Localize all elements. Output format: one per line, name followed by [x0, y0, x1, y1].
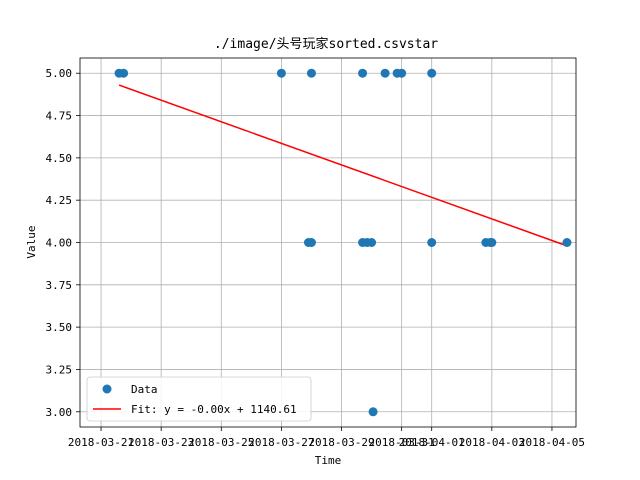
legend-entry-label: Data [131, 383, 158, 396]
data-point [397, 69, 406, 78]
data-point [358, 69, 367, 78]
data-point [277, 69, 286, 78]
legend-entry-label: Fit: y = -0.00x + 1140.61 [131, 403, 297, 416]
data-point [307, 69, 316, 78]
x-tick-label: 2018-04-03 [459, 436, 525, 449]
x-tick-label: 2018-03-25 [188, 436, 254, 449]
x-tick-label: 2018-03-21 [68, 436, 134, 449]
x-tick-label: 2018-03-27 [248, 436, 314, 449]
data-point [307, 238, 316, 247]
y-tick-label: 3.25 [46, 363, 73, 376]
grid [80, 58, 576, 427]
x-tick-label: 2018-04-01 [399, 436, 465, 449]
data-point [119, 69, 128, 78]
data-point [562, 238, 571, 247]
data-point [381, 69, 390, 78]
data-point [487, 238, 496, 247]
y-tick-label: 4.25 [46, 194, 73, 207]
data-point [369, 407, 378, 416]
chart-title: ./image/头号玩家sorted.csvstar [214, 36, 438, 52]
y-tick-label: 4.50 [46, 152, 73, 165]
legend-marker-swatch [103, 385, 112, 394]
y-tick-label: 3.50 [46, 321, 73, 334]
y-axis-label: Value [25, 225, 38, 258]
y-tick-label: 5.00 [46, 67, 73, 80]
y-tick-label: 4.75 [46, 110, 73, 123]
x-tick-label: 2018-04-05 [519, 436, 585, 449]
fit-line-layer [119, 85, 567, 246]
y-tick-label: 3.00 [46, 406, 73, 419]
legend: Data Fit: y = -0.00x + 1140.61 [87, 377, 311, 421]
data-point [427, 238, 436, 247]
data-point [367, 238, 376, 247]
fit-line [119, 85, 567, 246]
x-axis-label: Time [315, 454, 342, 467]
y-tick-label: 4.00 [46, 237, 73, 250]
y-tick-label: 3.75 [46, 279, 73, 292]
data-point [427, 69, 436, 78]
x-tick-label: 2018-03-23 [128, 436, 194, 449]
x-tick-label: 2018-03-29 [308, 436, 374, 449]
